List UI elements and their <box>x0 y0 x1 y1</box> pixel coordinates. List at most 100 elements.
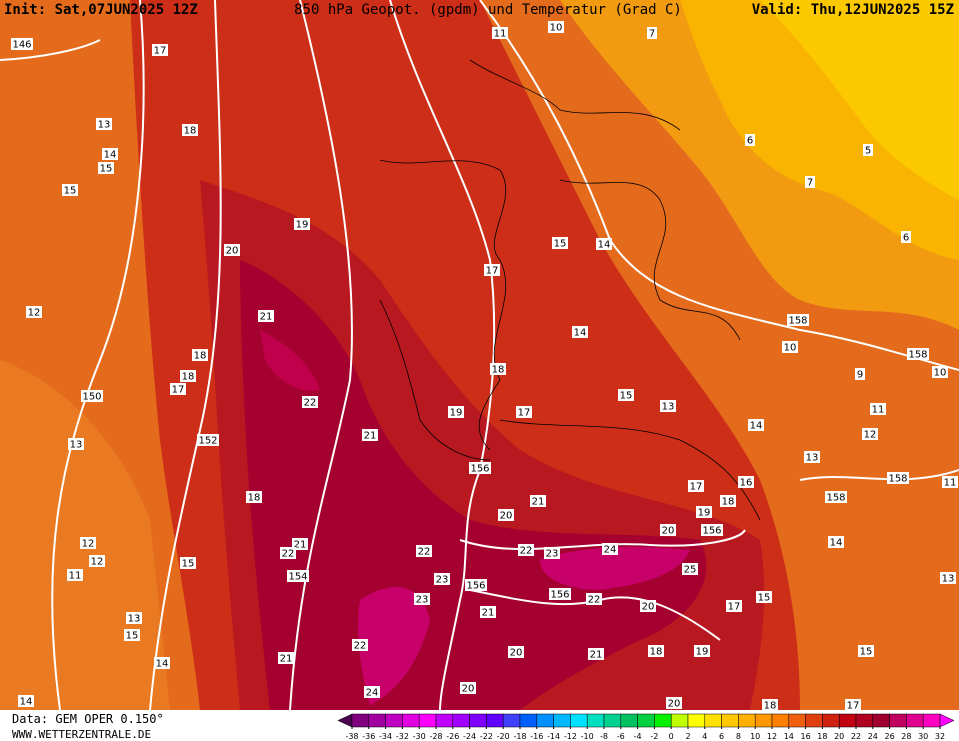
label-box <box>490 363 506 375</box>
contour-label: 15 <box>758 593 771 604</box>
contour-label: 14 <box>156 659 169 670</box>
color-box <box>738 713 756 728</box>
color-tick-label: -34 <box>379 732 392 741</box>
contour-label: 22 <box>354 641 367 652</box>
contour-label: 18 <box>194 351 207 362</box>
contour-label: 13 <box>662 402 675 413</box>
color-tick-label: 6 <box>719 732 724 741</box>
contour-label: 17 <box>154 46 167 57</box>
color-tick-label: 4 <box>702 732 707 741</box>
color-box <box>670 713 689 728</box>
contour-label: 12 <box>91 557 104 568</box>
label-box <box>352 639 368 651</box>
contour-label: 22 <box>418 547 431 558</box>
color-tick-label: -16 <box>530 732 543 741</box>
contour-label: 13 <box>942 574 955 585</box>
contour-label: 16 <box>740 478 753 489</box>
contour-label: 24 <box>604 545 617 556</box>
color-box <box>855 713 874 728</box>
color-tick-label: -14 <box>547 732 560 741</box>
contour-label: 21 <box>260 312 273 323</box>
map-title: 850 hPa Geopot. (gpdm) und Temperatur (G… <box>294 2 682 18</box>
label-box <box>102 148 118 160</box>
label-box <box>180 557 196 569</box>
label-box <box>81 390 103 402</box>
label-box <box>11 38 33 50</box>
contour-label: 11 <box>944 478 957 489</box>
label-box <box>362 429 378 441</box>
contour-label: 17 <box>486 266 499 277</box>
map-fill <box>0 0 959 710</box>
color-tick-label: -2 <box>650 732 658 741</box>
contour-label: 154 <box>288 572 307 583</box>
contour-label: 13 <box>70 440 83 451</box>
color-box <box>452 713 470 728</box>
contour-label: 156 <box>702 526 721 537</box>
contour-label: 10 <box>550 23 563 34</box>
color-box <box>435 713 454 728</box>
contour-label: 19 <box>696 647 709 658</box>
contour-label: 18 <box>492 365 505 376</box>
label-box <box>460 682 476 694</box>
contour-label: 19 <box>450 408 463 419</box>
color-tick-label: -24 <box>463 732 476 741</box>
color-box <box>687 713 706 728</box>
contour-label: 156 <box>550 590 569 601</box>
label-box <box>26 306 42 318</box>
label-box <box>647 27 657 39</box>
label-box <box>932 366 948 378</box>
contour-label: 13 <box>128 614 141 625</box>
label-box <box>640 600 656 612</box>
contour-label: 23 <box>546 549 559 560</box>
label-box <box>745 134 755 146</box>
label-box <box>544 547 560 559</box>
color-tick-label: -36 <box>362 732 375 741</box>
color-box <box>603 713 622 728</box>
contour-label: 21 <box>364 431 377 442</box>
label-box <box>552 237 568 249</box>
contour-label: 23 <box>436 575 449 586</box>
contour-label: 13 <box>806 453 819 464</box>
color-box <box>637 713 655 728</box>
label-box <box>586 593 602 605</box>
color-tick-label: -10 <box>581 732 594 741</box>
color-tick-label: 32 <box>935 732 945 741</box>
contour-label: 20 <box>226 246 239 257</box>
label-box <box>469 462 491 474</box>
color-box <box>536 713 554 728</box>
color-tick-label: 10 <box>750 732 760 741</box>
data-source: Data: GEM OPER 0.150° <box>12 712 164 726</box>
contour-label: 14 <box>598 240 611 251</box>
color-box <box>822 713 840 728</box>
color-tick-label: 0 <box>669 732 674 741</box>
contour-label: 18 <box>248 493 261 504</box>
label-box <box>548 21 564 33</box>
contour-label: 21 <box>482 608 495 619</box>
contour-label: 15 <box>860 647 873 658</box>
contour-label: 18 <box>764 701 777 712</box>
contour-label: 14 <box>20 697 33 708</box>
contour-label: 21 <box>294 540 307 551</box>
label-box <box>596 238 612 250</box>
label-box <box>762 699 778 711</box>
contour-label: 10 <box>934 368 947 379</box>
label-box <box>572 326 588 338</box>
label-box <box>197 434 219 446</box>
color-box <box>838 713 857 728</box>
label-box <box>89 555 105 567</box>
contour-label: 7 <box>649 29 655 40</box>
color-tick-label: 22 <box>851 732 861 741</box>
color-box <box>351 713 370 728</box>
contour-label: 18 <box>184 126 197 137</box>
color-tick-label: 16 <box>801 732 811 741</box>
label-box <box>416 545 432 557</box>
contour-label: 25 <box>684 565 697 576</box>
color-box <box>385 713 403 728</box>
contour-label: 21 <box>532 497 545 508</box>
label-box <box>492 27 508 39</box>
label-box <box>246 491 262 503</box>
color-box <box>620 713 638 728</box>
contour-label: 156 <box>466 581 485 592</box>
label-box <box>549 588 571 600</box>
color-box <box>486 713 504 728</box>
